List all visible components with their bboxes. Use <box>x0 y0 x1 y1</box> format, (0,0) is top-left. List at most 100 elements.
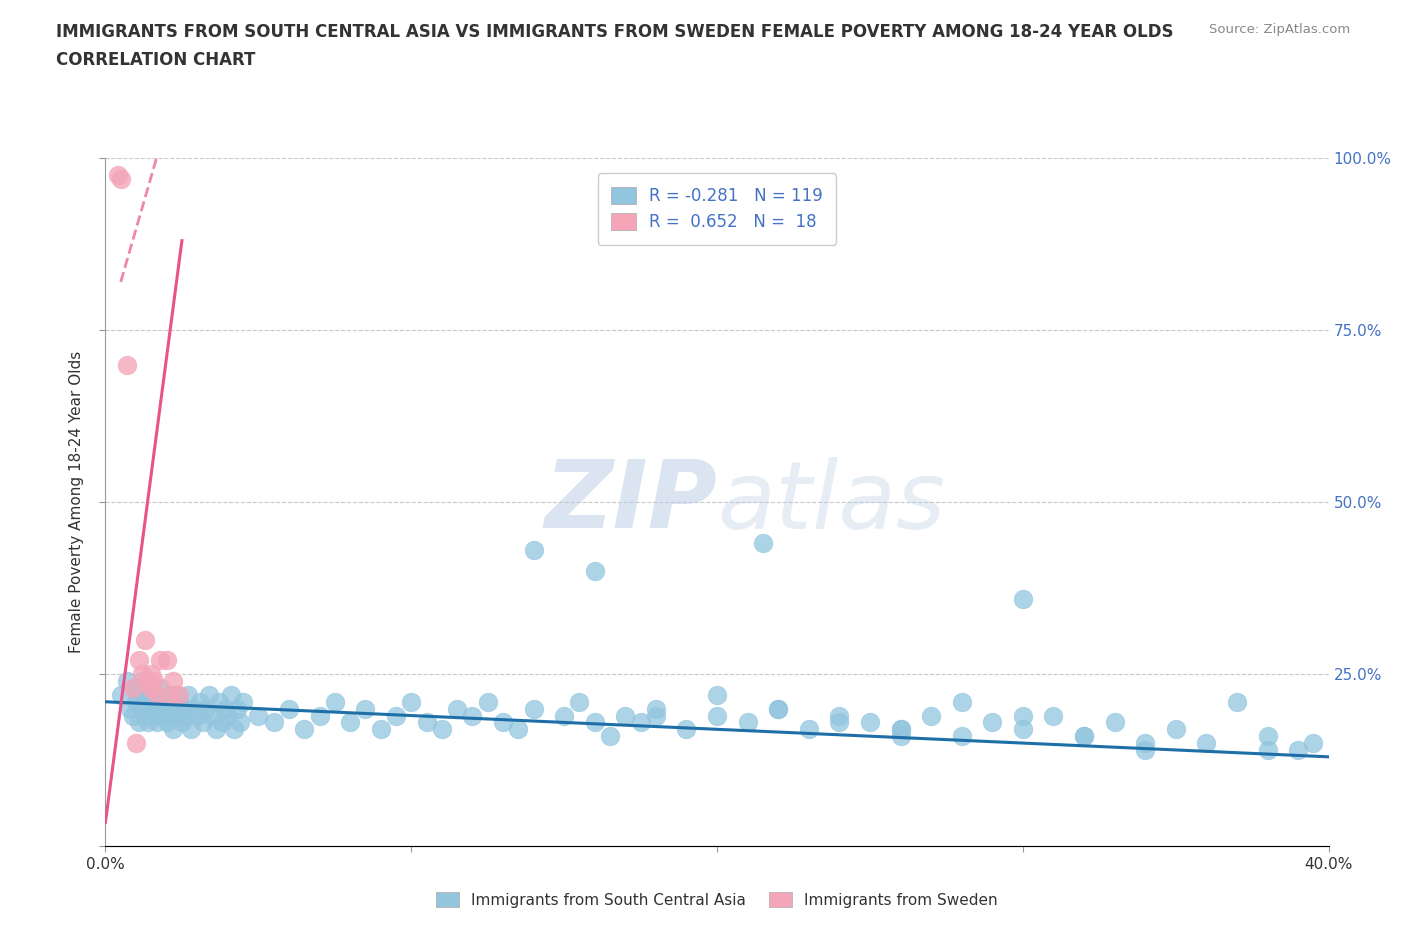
Point <box>107 168 129 183</box>
Point <box>430 722 453 737</box>
Point <box>599 729 621 744</box>
Point <box>1302 736 1324 751</box>
Point <box>950 695 973 710</box>
Point <box>1133 736 1156 751</box>
Point <box>136 673 159 688</box>
Point <box>201 708 224 723</box>
Point <box>523 701 546 716</box>
Point <box>323 695 346 710</box>
Point <box>859 715 882 730</box>
Point <box>193 715 215 730</box>
Point <box>614 708 637 723</box>
Point <box>162 695 184 710</box>
Point <box>122 681 145 696</box>
Point <box>141 681 163 696</box>
Point <box>828 708 851 723</box>
Point <box>226 701 249 716</box>
Point <box>162 722 184 737</box>
Point <box>768 701 790 716</box>
Point <box>889 722 911 737</box>
Point <box>131 673 153 688</box>
Point <box>568 695 591 710</box>
Point <box>737 715 759 730</box>
Point <box>217 708 239 723</box>
Point <box>152 695 174 710</box>
Point <box>889 729 911 744</box>
Point <box>118 701 141 716</box>
Point <box>263 715 285 730</box>
Point <box>146 695 169 710</box>
Point <box>446 701 468 716</box>
Point <box>125 681 148 696</box>
Point <box>1195 736 1218 751</box>
Point <box>1104 715 1126 730</box>
Point <box>1011 722 1033 737</box>
Point <box>141 701 163 716</box>
Point <box>1256 742 1278 757</box>
Point <box>401 695 423 710</box>
Point <box>630 715 652 730</box>
Text: CORRELATION CHART: CORRELATION CHART <box>56 51 256 69</box>
Point <box>583 564 606 578</box>
Point <box>644 708 666 723</box>
Point <box>981 715 1004 730</box>
Point <box>752 536 775 551</box>
Point <box>146 687 169 702</box>
Point <box>141 681 163 696</box>
Point <box>128 715 150 730</box>
Point <box>149 681 172 696</box>
Point <box>828 715 851 730</box>
Point <box>167 687 190 702</box>
Point <box>553 708 575 723</box>
Point <box>214 701 236 716</box>
Legend: Immigrants from South Central Asia, Immigrants from Sweden: Immigrants from South Central Asia, Immi… <box>430 885 1004 914</box>
Point <box>159 687 181 702</box>
Point <box>583 715 606 730</box>
Point <box>143 708 166 723</box>
Point <box>188 695 211 710</box>
Point <box>134 708 156 723</box>
Point <box>186 708 208 723</box>
Point <box>146 715 169 730</box>
Point <box>149 701 172 716</box>
Point <box>149 653 172 668</box>
Point <box>222 722 245 737</box>
Point <box>278 701 301 716</box>
Text: ZIP: ZIP <box>544 457 717 548</box>
Point <box>706 687 728 702</box>
Point <box>159 708 181 723</box>
Point <box>385 708 408 723</box>
Point <box>136 715 159 730</box>
Point <box>1133 742 1156 757</box>
Point <box>177 687 200 702</box>
Point <box>1011 591 1033 606</box>
Point <box>198 687 221 702</box>
Point <box>125 695 148 710</box>
Point <box>508 722 530 737</box>
Point <box>768 701 790 716</box>
Point <box>644 701 666 716</box>
Point <box>134 632 156 647</box>
Point <box>1042 708 1064 723</box>
Point <box>131 701 153 716</box>
Point <box>247 708 270 723</box>
Text: atlas: atlas <box>717 457 945 548</box>
Point <box>219 687 242 702</box>
Point <box>706 708 728 723</box>
Point <box>232 695 254 710</box>
Point <box>115 673 138 688</box>
Point <box>167 708 190 723</box>
Point <box>143 687 166 702</box>
Point <box>477 695 499 710</box>
Point <box>183 701 205 716</box>
Point <box>1256 729 1278 744</box>
Point <box>308 708 330 723</box>
Point <box>207 695 229 710</box>
Point <box>155 715 177 730</box>
Point <box>920 708 942 723</box>
Point <box>128 653 150 668</box>
Point <box>415 715 437 730</box>
Point <box>461 708 484 723</box>
Point <box>125 736 148 751</box>
Point <box>174 708 197 723</box>
